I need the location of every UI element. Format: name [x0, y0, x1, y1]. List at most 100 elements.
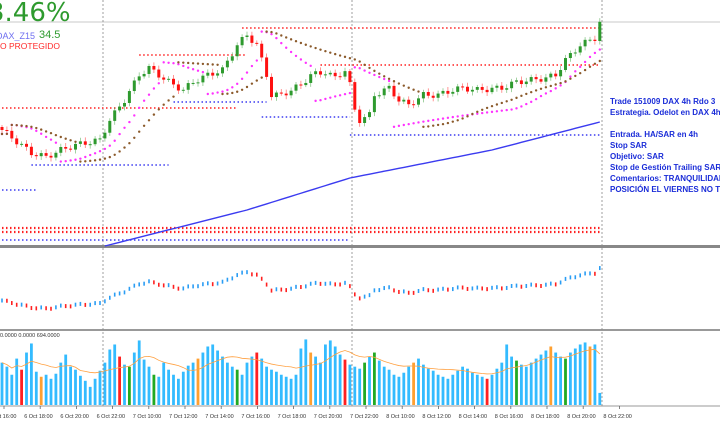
sar-fast-dot [152, 87, 156, 90]
time-axis-label: 7 Oct 12:00 [169, 414, 198, 420]
sar-slow-dot [280, 34, 283, 37]
candle-body [368, 112, 371, 118]
candle-body [245, 35, 249, 38]
sar-slow-dot [103, 157, 107, 160]
sar-slow-dot [334, 52, 337, 56]
volume-bar [422, 364, 425, 405]
sar-fast-dot [89, 153, 92, 157]
candle-body [515, 80, 518, 82]
sar-fast-dot [544, 92, 548, 95]
candle-body [284, 93, 288, 96]
sar-fast-dot [108, 144, 112, 147]
candle-body [382, 88, 386, 96]
candle-body [304, 82, 308, 86]
sar-fast-dot [142, 99, 146, 102]
volume-bar [328, 340, 332, 405]
candle-body [358, 109, 362, 123]
volume-bar [255, 352, 259, 405]
sar-slow-dot [236, 90, 239, 93]
volume-bar [554, 352, 558, 405]
candle-body [98, 138, 102, 140]
sar-slow-dot [216, 63, 219, 66]
sar-slow-dot [123, 146, 126, 149]
volume-bar [515, 360, 518, 405]
sar-slow-dot [329, 51, 332, 54]
sar-slow-dot [476, 110, 479, 114]
sar-slow-dot [294, 40, 298, 43]
sar-slow-dot [402, 84, 405, 87]
sar-fast-dot [304, 61, 307, 65]
candle-body [441, 90, 445, 94]
sar-fast-dot [123, 126, 126, 129]
volume-bar [319, 362, 322, 405]
candle-body [29, 146, 33, 156]
symbol-value: 34.5 [39, 29, 61, 41]
volume-bar [461, 366, 464, 405]
candle-body [0, 127, 4, 130]
sar-fast-dot [138, 106, 141, 109]
sar-slow-dot [598, 59, 601, 63]
sar-slow-dot [54, 133, 58, 137]
sar-slow-dot [436, 123, 440, 127]
volume-bar [142, 359, 146, 405]
candle-body [59, 147, 63, 153]
sar-fast-dot [461, 114, 464, 117]
sar-slow-dot [407, 86, 410, 89]
candle-body [534, 77, 538, 80]
sar-slow-dot [245, 85, 249, 89]
candle-body [25, 143, 28, 147]
sar-fast-dot [245, 71, 249, 74]
candle-body [519, 80, 523, 85]
volume-bar [407, 366, 411, 405]
candle-body [294, 84, 298, 91]
sar-fast-dot [427, 119, 430, 123]
sar-fast-dot [275, 36, 278, 40]
candle-body [49, 155, 53, 158]
sar-slow-dot [490, 104, 494, 108]
candle-body [485, 89, 489, 93]
volume-bar [539, 354, 543, 405]
volume-bar [59, 362, 63, 405]
sar-fast-dot [157, 82, 160, 85]
candle-body [431, 95, 435, 98]
candle-body [5, 130, 9, 131]
sar-fast-dot [294, 54, 298, 58]
candle-body [495, 85, 499, 88]
volume-bar [34, 371, 38, 405]
volume-bar [578, 344, 582, 405]
volume-bar [598, 392, 602, 405]
volume-bar [382, 366, 386, 405]
volume-bar [64, 354, 68, 405]
sar-fast-dot [432, 118, 435, 122]
sar-slow-dot [79, 160, 82, 163]
candle-body [240, 37, 244, 46]
volume-bar [69, 366, 72, 405]
sar-fast-dot [187, 66, 190, 69]
sar-slow-dot [25, 124, 28, 128]
candle-body [544, 77, 548, 82]
volume-bar [593, 344, 597, 405]
sar-fast-dot [231, 86, 234, 89]
sar-slow-dot [544, 86, 548, 89]
volume-bar [471, 372, 474, 405]
candle-body [363, 117, 367, 123]
candle-body [20, 143, 24, 145]
candle-body [64, 147, 68, 149]
sar-slow-dot [10, 123, 13, 127]
volume-bar [520, 364, 523, 405]
candle-body [466, 86, 469, 92]
volume-bar [191, 362, 195, 405]
time-axis-label: 8 Oct 10:00 [386, 414, 415, 420]
sar-fast-dot [35, 129, 38, 133]
sar-slow-dot [461, 117, 464, 120]
volume-average-line [1, 348, 601, 375]
candle-body [167, 78, 171, 80]
sar-slow-dot [133, 136, 136, 139]
candle-body [172, 78, 175, 85]
volume-bar [245, 362, 249, 405]
volume-bar [309, 352, 313, 405]
sar-fast-dot [250, 64, 254, 68]
candle-body [377, 95, 381, 97]
volume-bar [128, 366, 131, 405]
